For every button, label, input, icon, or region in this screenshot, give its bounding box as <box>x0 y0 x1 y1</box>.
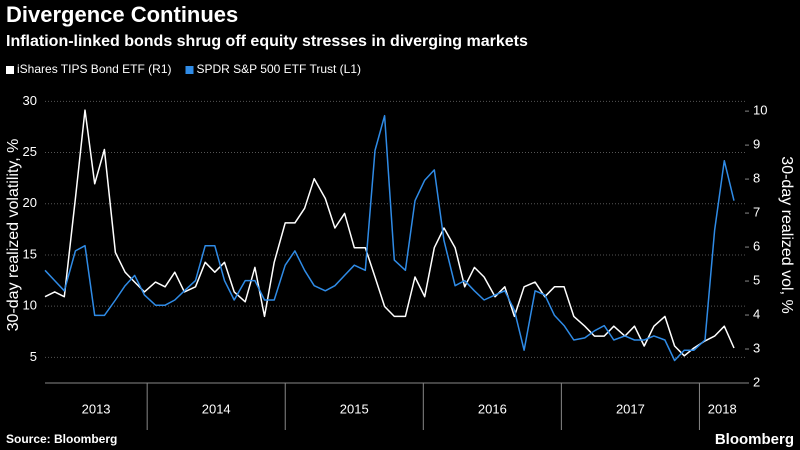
y2-tick-label: 10 <box>753 103 767 118</box>
y2-tick-label: 8 <box>753 171 760 186</box>
chart-subtitle: Inflation-linked bonds shrug off equity … <box>6 33 528 50</box>
legend-label: SPDR S&P 500 ETF Trust (L1) <box>197 62 362 76</box>
legend-label: iShares TIPS Bond ETF (R1) <box>17 62 172 76</box>
chart-title: Divergence Continues <box>6 2 238 27</box>
y-tick-label: 15 <box>23 246 37 261</box>
source: Source: Bloomberg <box>6 432 117 446</box>
y2-axis-title: 30-day realized vol, % <box>778 156 795 313</box>
y-tick-label: 30 <box>23 93 37 108</box>
brand-logo: Bloomberg <box>715 431 794 448</box>
y-tick-label: 10 <box>23 298 37 313</box>
y2-tick-label: 9 <box>753 137 760 152</box>
x-tick-label: 2013 <box>82 401 111 416</box>
y-tick-label: 25 <box>23 144 37 159</box>
y2-tick-label: 3 <box>753 340 760 355</box>
x-tick-label: 2014 <box>202 401 231 416</box>
y2-tick-label: 6 <box>753 238 760 253</box>
y-tick-label: 20 <box>23 195 37 210</box>
legend-swatch <box>6 66 14 74</box>
x-tick-label: 2016 <box>478 401 507 416</box>
y-axis-title: 30-day realized volatility, % <box>5 139 22 332</box>
y2-tick-label: 2 <box>753 374 760 389</box>
x-tick-label: 2017 <box>616 401 645 416</box>
y2-tick-label: 5 <box>753 272 760 287</box>
series-line <box>44 114 735 362</box>
series-line <box>44 109 735 357</box>
y2-tick-label: 7 <box>753 205 760 220</box>
x-tick-label: 2015 <box>340 401 369 416</box>
y-tick-label: 5 <box>30 349 37 364</box>
legend-swatch <box>185 66 194 74</box>
x-tick-label: 2018 <box>708 401 737 416</box>
y2-tick-label: 4 <box>753 306 760 321</box>
